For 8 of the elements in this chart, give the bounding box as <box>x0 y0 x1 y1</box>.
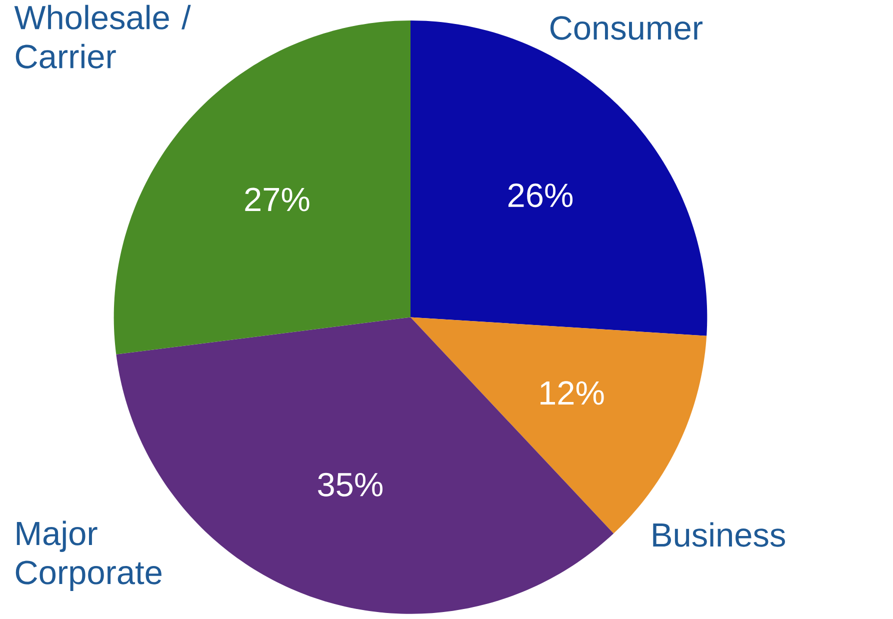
data-label: 26% <box>508 184 573 208</box>
slice-label: Major Corporate <box>16 521 162 592</box>
data-label: 35% <box>318 473 383 497</box>
data-label: 27% <box>245 188 310 212</box>
slice-label: Business <box>653 522 785 548</box>
slice-label: Consumer <box>550 16 703 40</box>
slice-label: Wholesale / Carrier <box>14 5 191 69</box>
data-label: 12% <box>540 381 604 405</box>
